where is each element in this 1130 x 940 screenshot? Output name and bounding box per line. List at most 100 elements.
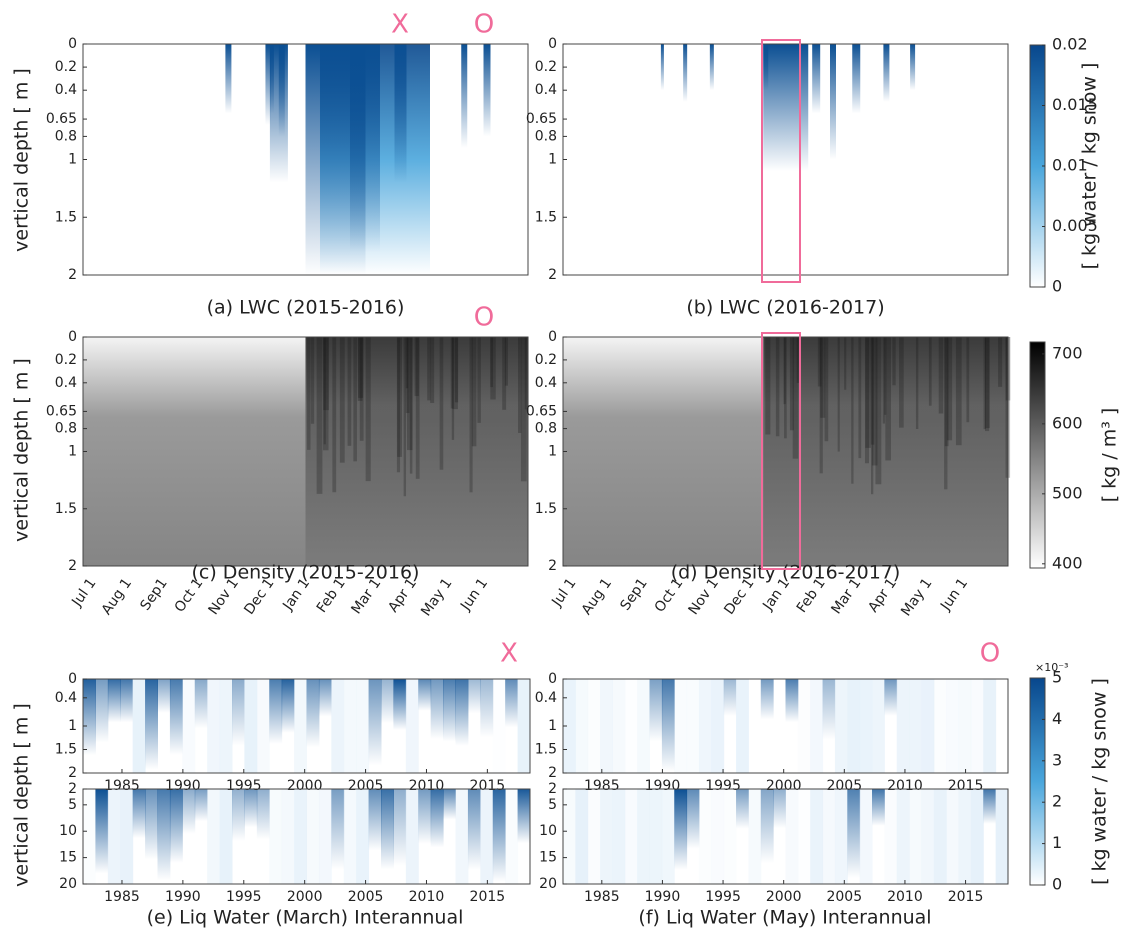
colorbar-label: [ kg water / kg snow ]: [1089, 678, 1111, 885]
heatmap-cell: [443, 679, 456, 742]
heatmap-cell: [182, 679, 196, 773]
heatmap-stripe: [784, 337, 787, 439]
heatmap-cell: [822, 789, 836, 884]
heatmap-cell: [587, 679, 601, 773]
heatmap-cell: [773, 789, 786, 829]
heatmap-stripe: [414, 337, 419, 397]
colorbar-tick-label: 500: [1052, 483, 1083, 502]
heatmap-streak: [852, 44, 861, 114]
y-tick-label: 0.4: [55, 375, 77, 391]
x-tick-label: 2000: [287, 778, 323, 794]
heatmap-stripe: [357, 337, 363, 401]
heatmap-cell: [132, 679, 146, 773]
heatmap-stripe: [396, 337, 401, 473]
heatmap-stripe: [966, 337, 970, 423]
x-tick-label: Oct 1: [652, 575, 687, 615]
heatmap-cell: [909, 789, 922, 884]
heatmap-stripe: [439, 337, 444, 470]
heatmap-cell: [169, 789, 183, 863]
x-tick-label: 2000: [766, 889, 802, 905]
colorbar-tick-label: 0.015: [1052, 95, 1098, 114]
heatmap-stripe: [407, 337, 413, 451]
heatmap-cell: [232, 679, 245, 746]
colorbar: [1029, 677, 1046, 886]
x-tick-label: Jul 1: [69, 575, 100, 610]
heatmap-cell: [294, 679, 307, 773]
y-tick-label: 1: [68, 718, 77, 734]
heatmap-cell: [600, 789, 613, 884]
colorbar-tick-label: 600: [1052, 413, 1083, 432]
heatmap-cell: [207, 679, 221, 773]
heatmap-stripe: [451, 337, 455, 440]
heatmap-stripe: [819, 337, 823, 474]
x-tick-label: 2005: [348, 889, 384, 905]
heatmap-cell: [698, 679, 712, 773]
highlight-box: [761, 332, 801, 570]
y-tick-label: 0.8: [55, 421, 77, 437]
heatmap-cell: [368, 679, 382, 766]
heatmap-stripe: [490, 337, 496, 400]
heatmap-stripe: [323, 337, 329, 411]
heatmap-stripe: [938, 337, 944, 414]
heatmap-stripe: [323, 337, 326, 445]
y-tick-label: 0.8: [535, 128, 557, 144]
heatmap-cell: [711, 679, 725, 773]
heatmap-cell: [847, 679, 861, 773]
heatmap-streak: [483, 44, 491, 137]
x-tick-label: 2000: [766, 778, 802, 794]
heatmap-streak: [350, 44, 380, 252]
heatmap-streak: [269, 44, 288, 183]
heatmap-stripe: [985, 337, 990, 432]
heatmap-cell: [637, 789, 651, 884]
heatmap-cell: [834, 789, 848, 884]
heatmap-cell: [958, 789, 972, 884]
heatmap-stripe: [415, 337, 420, 479]
heatmap-cell: [933, 679, 947, 773]
y-tick-label: 1.5: [55, 501, 77, 517]
heatmap-cell: [810, 679, 824, 773]
heatmap-cell: [686, 679, 700, 773]
heatmap-stripe: [409, 337, 413, 474]
heatmap-stripe: [454, 337, 459, 403]
heatmap-stripe: [796, 337, 800, 383]
heatmap-cell: [970, 789, 984, 884]
x-tick-label: 1990: [645, 889, 681, 905]
heatmap-cell: [983, 789, 997, 824]
x-tick-label: 1990: [165, 778, 201, 794]
heatmap-cell: [748, 789, 762, 884]
heatmap-stripe: [518, 337, 522, 433]
panel-title: (e) Liq Water (March) Interannual: [147, 907, 464, 929]
x-tick-label: Aug 1: [99, 575, 135, 618]
heatmap-cell: [443, 789, 456, 820]
heatmap-cell: [480, 679, 494, 738]
heatmap-stripe: [998, 337, 1003, 387]
heatmap-stripe: [471, 337, 477, 447]
marker-label: X: [500, 639, 518, 669]
colorbar-tick-label: 1: [1052, 833, 1062, 852]
heatmap-stripe: [899, 337, 904, 428]
heatmap: [763, 337, 1008, 566]
y-tick-label: 5: [68, 797, 77, 813]
heatmap-cell: [859, 789, 873, 884]
y-tick-label: 0.4: [55, 82, 77, 98]
x-tick-label: 1995: [705, 778, 741, 794]
heatmap-cell: [517, 789, 531, 844]
heatmap-cell: [145, 789, 158, 860]
panel-title: (c) Density (2015-2016): [192, 562, 420, 584]
axes-frame: [82, 788, 531, 885]
y-tick-label: 1: [68, 444, 77, 460]
heatmap-stripe: [792, 337, 799, 459]
heatmap-cell: [219, 679, 233, 773]
heatmap-cell: [587, 789, 601, 884]
heatmap-cell: [331, 789, 345, 870]
y-tick-label: 10: [59, 823, 77, 839]
heatmap-stripe: [882, 337, 886, 424]
y-tick-label: 0.4: [535, 690, 557, 706]
heatmap-stripe: [452, 337, 458, 410]
heatmap-cell: [575, 789, 589, 884]
heatmap-stripe: [450, 337, 454, 409]
heatmap-cell: [331, 679, 345, 773]
heatmap-stripe: [864, 337, 869, 464]
heatmap-cell: [232, 789, 245, 841]
heatmap-cell: [318, 789, 332, 884]
